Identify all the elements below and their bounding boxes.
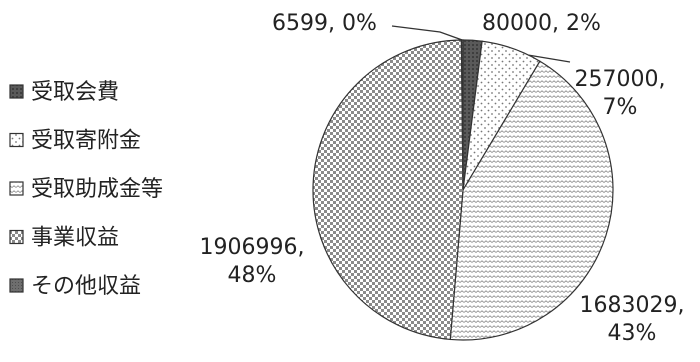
- label-grants-value: 1683029,: [580, 293, 685, 318]
- label-donations-value: 257000,: [575, 67, 666, 92]
- legend-item-business-revenue: 事業収益: [9, 226, 119, 251]
- legend-item-grants: 受取助成金等: [9, 177, 163, 202]
- legend-swatch: [9, 229, 24, 245]
- legend-item-other-revenue: その他収益: [9, 274, 141, 299]
- legend-label: 事業収益: [31, 226, 119, 251]
- label-grants: 1683029, 43%: [580, 293, 685, 346]
- data-labels: 80000, 2% 257000, 7% 1683029, 43% 1906996, 48%…: [200, 11, 685, 346]
- label-donations-percent: 7%: [603, 95, 638, 120]
- label-business-revenue: 1906996, 48%: [200, 235, 305, 288]
- legend-label: 受取会費: [31, 80, 119, 105]
- leader-lines: [391, 25, 571, 63]
- slice-business-revenue: [312, 39, 464, 341]
- legend-item-membership-fees: 受取会費: [9, 80, 119, 105]
- legend-swatch: [9, 132, 24, 148]
- legend-label: 受取助成金等: [31, 177, 163, 202]
- legend-swatch: [9, 84, 24, 99]
- legend-swatch: [9, 278, 24, 293]
- label-grants-percent: 43%: [608, 321, 657, 346]
- leader-donations: [528, 54, 571, 63]
- label-business-revenue-percent: 48%: [228, 263, 277, 288]
- legend-swatch: [9, 181, 24, 196]
- label-donations: 257000, 7%: [575, 67, 666, 120]
- label-other-revenue: 6599, 0%: [272, 11, 377, 36]
- legend-item-donations: 受取寄附金: [9, 129, 141, 154]
- pie-slices: [312, 39, 614, 341]
- legend-label: その他収益: [31, 274, 141, 299]
- label-business-revenue-value: 1906996,: [200, 235, 305, 260]
- legend-label: 受取寄附金: [31, 129, 141, 154]
- slice-grants: [449, 60, 614, 341]
- label-membership-fees: 80000, 2%: [482, 11, 601, 36]
- leader-other-revenue: [391, 25, 463, 41]
